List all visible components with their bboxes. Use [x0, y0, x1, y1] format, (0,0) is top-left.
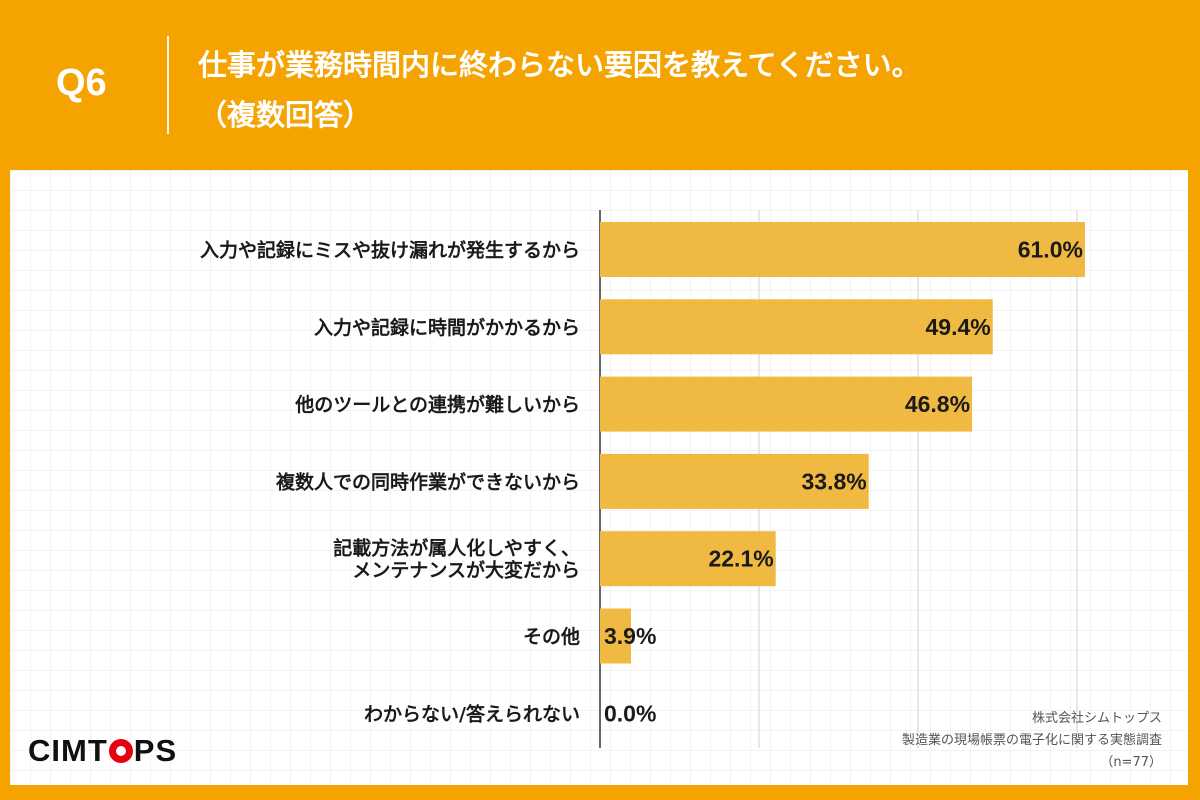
bar: [600, 531, 776, 587]
value-label: 49.4%: [926, 314, 991, 340]
logo-text-start: CIMT: [28, 733, 108, 768]
category-label: 複数人での同時作業ができないから: [275, 470, 580, 493]
source-note: 株式会社シムトップス 製造業の現場帳票の電子化に関する実態調査 （n=77）: [902, 708, 1162, 774]
category-label: メンテナンスが大変だから: [352, 559, 580, 582]
category-label: 入力や記録にミスや抜け漏れが発生するから: [200, 239, 580, 262]
source-sample-size: （n=77）: [1100, 755, 1162, 770]
value-label: 3.9%: [604, 623, 656, 649]
question-title-line2: （複数回答）: [198, 98, 373, 132]
value-label: 22.1%: [708, 546, 773, 572]
bar: [600, 608, 632, 664]
source-company: 株式会社シムトップス: [1031, 711, 1162, 726]
logo-o-mark-icon: [108, 739, 133, 763]
value-label: 0.0%: [604, 700, 656, 726]
header-divider: [167, 36, 169, 134]
cimtops-logo: CIMT PS: [28, 733, 177, 769]
category-label: 入力や記録に時間がかかるから: [314, 316, 580, 339]
value-label: 33.8%: [801, 468, 866, 494]
category-label: 記載方法が属人化しやすく、: [333, 537, 580, 560]
chart-bars: [600, 222, 1085, 664]
category-label: その他: [523, 625, 580, 648]
category-label: わからない/答えられない: [364, 702, 580, 725]
bar: [600, 299, 993, 355]
category-label: 他のツールとの連携が難しいから: [294, 393, 580, 416]
chart-panel: [10, 170, 1188, 785]
bar: [600, 222, 1085, 277]
logo-text-end: PS: [133, 733, 178, 768]
bar: [600, 376, 973, 432]
source-survey: 製造業の現場帳票の電子化に関する実態調査: [901, 733, 1162, 748]
header: Q6 仕事が業務時間内に終わらない要因を教えてください。 （複数回答）: [0, 0, 1200, 170]
question-title: 仕事が業務時間内に終わらない要因を教えてください。 （複数回答）: [198, 40, 1158, 140]
question-title-line1: 仕事が業務時間内に終わらない要因を教えてください。: [198, 48, 921, 82]
value-label: 61.0%: [1018, 237, 1083, 263]
bar: [600, 453, 869, 509]
value-label: 46.8%: [905, 391, 970, 417]
question-number: Q6: [56, 62, 107, 104]
chart-labels: 入力や記録にミスや抜け漏れが発生するから 61.0% 入力や記録に時間がかかるから 4…: [200, 237, 1083, 727]
